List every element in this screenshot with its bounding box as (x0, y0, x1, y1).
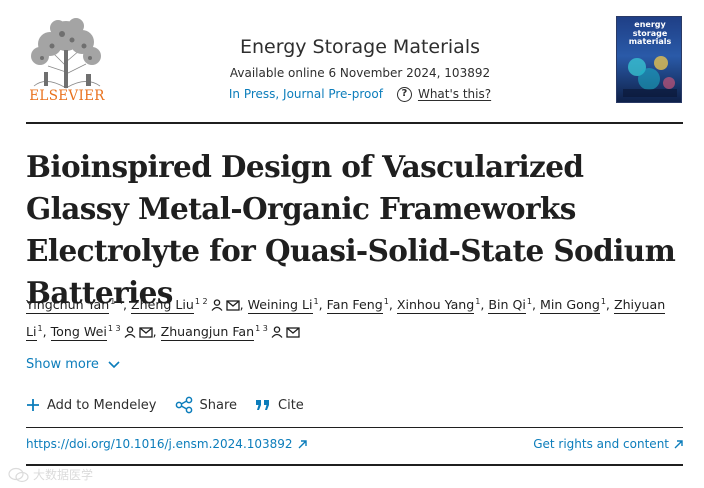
author-name: Zheng Liu (131, 297, 194, 314)
affiliation-marker: 1 (475, 297, 481, 306)
article-header: ELSEVIER Energy Storage Materials Availa… (0, 0, 704, 124)
links-divider (26, 427, 683, 428)
author-separator: , (318, 297, 327, 312)
show-more-label: Show more (26, 357, 99, 372)
chevron-down-icon (108, 360, 120, 368)
author-separator: , (605, 297, 614, 312)
affiliation-marker: 1 (313, 297, 319, 306)
author-name: Yingchun Yan (26, 297, 110, 314)
envelope-icon (286, 327, 300, 338)
author-separator: , (152, 324, 161, 339)
share-label: Share (199, 397, 238, 413)
arrow-up-right-icon (298, 439, 307, 448)
author-link[interactable]: Bin Qi1 (488, 297, 533, 314)
author-name: Weining Li (247, 297, 313, 314)
elsevier-wordmark: ELSEVIER (29, 88, 105, 104)
affiliation-marker: 1 (383, 297, 389, 306)
show-more-button[interactable]: Show more (26, 357, 121, 372)
author-list: Yingchun Yan1 4, Zheng Liu1 2, Weining L… (26, 290, 686, 344)
elsevier-tree-logo[interactable] (26, 16, 106, 106)
wechat-icon (8, 467, 29, 482)
author-name: Xinhou Yang (396, 297, 475, 314)
question-circle-icon: ? (396, 86, 412, 102)
author-separator: , (122, 297, 131, 312)
author-link[interactable]: Fan Feng1 (326, 297, 389, 314)
envelope-icon (225, 300, 240, 311)
mendeley-label: Add to Mendeley (47, 397, 157, 413)
whats-this-link[interactable]: ? What's this? (396, 86, 492, 102)
author-link[interactable]: Zhuangjun Fan1 3 (160, 324, 300, 341)
person-icon (211, 299, 223, 311)
author-link[interactable]: Yingchun Yan1 4 (26, 297, 123, 314)
footer-divider (26, 464, 683, 466)
author-link[interactable]: Weining Li1 (247, 297, 319, 314)
author-name: Bin Qi (488, 297, 526, 314)
share-button[interactable]: Share (175, 396, 238, 414)
author-name: Min Gong (540, 297, 600, 314)
article-title: Bioinspired Design of Vascularized Glass… (26, 149, 676, 310)
author-name: Fan Feng (326, 297, 383, 314)
author-name: Zhiyuan Li (26, 297, 666, 341)
arrow-up-right-icon (674, 439, 683, 448)
affiliation-marker: 1 3 (107, 324, 121, 333)
rights-text: Get rights and content (533, 437, 669, 451)
author-link[interactable]: Zheng Liu1 2 (131, 297, 240, 314)
author-separator: , (42, 324, 51, 339)
affiliation-marker: 1 (37, 324, 43, 333)
doi-text: https://doi.org/10.1016/j.ensm.2024.1038… (26, 437, 293, 451)
cite-label: Cite (278, 397, 304, 413)
header-divider (26, 122, 683, 124)
author-separator: , (532, 297, 541, 312)
share-icon (175, 396, 192, 414)
envelope-icon (138, 327, 153, 338)
author-link[interactable]: Zhiyuan Li1 (26, 297, 666, 341)
whats-this-label: What's this? (417, 87, 492, 101)
get-rights-link[interactable]: Get rights and content (533, 437, 683, 451)
journal-info: Energy Storage Materials Available onlin… (180, 34, 540, 102)
watermark-text: 大数据医学 (33, 468, 94, 482)
cite-button[interactable]: Cite (255, 398, 304, 413)
affiliation-marker: 1 (600, 297, 606, 306)
author-link[interactable]: Tong Wei1 3 (50, 324, 153, 341)
affiliation-marker: 1 4 (110, 297, 123, 306)
journal-title[interactable]: Energy Storage Materials (239, 36, 481, 58)
plus-icon (27, 399, 39, 411)
in-press-status: In Press, Journal Pre-proof (228, 87, 383, 101)
quote-icon (256, 400, 270, 410)
cover-title: energy storage materials (628, 20, 672, 46)
add-to-mendeley-button[interactable]: Add to Mendeley (26, 398, 157, 413)
journal-cover[interactable]: energy storage materials (616, 16, 682, 103)
author-separator: , (480, 297, 489, 312)
watermark: 大数据医学 (8, 466, 93, 483)
author-name: Zhuangjun Fan (160, 324, 255, 341)
affiliation-marker: 1 (526, 297, 533, 306)
author-separator: , (388, 297, 397, 312)
affiliation-marker: 1 2 (194, 297, 208, 306)
person-icon (124, 326, 136, 338)
author-name: Tong Wei (50, 324, 107, 341)
author-link[interactable]: Xinhou Yang1 (396, 297, 481, 314)
author-separator: , (239, 297, 248, 312)
article-actions: Add to Mendeley Share Cite (26, 396, 322, 414)
doi-link[interactable]: https://doi.org/10.1016/j.ensm.2024.1038… (26, 437, 307, 451)
person-icon (271, 326, 283, 338)
status-row: In Press, Journal Pre-proof ? What's thi… (180, 86, 540, 102)
affiliation-marker: 1 3 (255, 324, 268, 333)
availability-date: Available online 6 November 2024, 103892 (229, 66, 491, 80)
author-link[interactable]: Min Gong1 (540, 297, 606, 314)
